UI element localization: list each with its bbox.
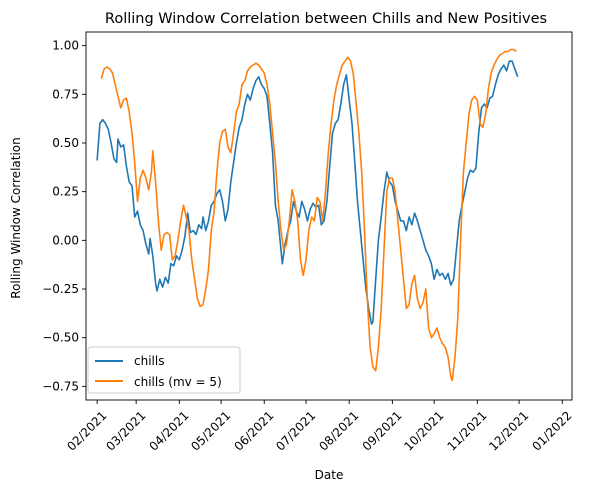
- legend-label-chills-mv5: chills (mv = 5): [134, 375, 222, 389]
- y-tick-label: 1.00: [52, 39, 79, 53]
- x-tick-label: 11/2021: [444, 408, 489, 453]
- x-tick-label: 03/2021: [103, 408, 148, 453]
- x-tick-label: 09/2021: [360, 408, 405, 453]
- y-axis-label: Rolling Window Correlation: [9, 137, 23, 298]
- y-tick-label: 0.25: [52, 185, 79, 199]
- x-tick-label: 07/2021: [273, 408, 318, 453]
- y-tick-label: −0.75: [42, 379, 79, 393]
- legend: chills chills (mv = 5): [87, 346, 241, 394]
- series-line-chills: [96, 60, 519, 325]
- series-line-chills-mv5: [100, 48, 517, 382]
- y-tick-label: −0.50: [42, 331, 79, 345]
- y-axis: −0.75 −0.50 −0.25 0.00 0.25 0.50 0.75 1.00: [42, 39, 86, 393]
- x-tick-label: 02/2021: [64, 408, 109, 453]
- x-tick-label: 05/2021: [188, 408, 233, 453]
- y-tick-label: 0.50: [52, 136, 79, 150]
- chart-title: Rolling Window Correlation between Chill…: [105, 11, 547, 27]
- x-tick-label: 06/2021: [231, 408, 276, 453]
- y-tick-label: 0.00: [52, 233, 79, 247]
- x-tick-label: 08/2021: [316, 408, 361, 453]
- legend-label-chills: chills: [134, 354, 164, 368]
- x-tick-label: 12/2021: [486, 408, 531, 453]
- y-tick-label: −0.25: [42, 282, 79, 296]
- x-tick-label: 01/2022: [529, 408, 574, 453]
- legend-box: [87, 346, 241, 394]
- plot-area: [85, 31, 573, 401]
- y-tick-label: 0.75: [52, 87, 79, 101]
- x-tick-label: 10/2021: [401, 408, 446, 453]
- plot-frame: [85, 31, 573, 401]
- x-axis: 02/202103/202104/202105/202106/202107/20…: [64, 400, 575, 454]
- x-axis-label: Date: [315, 468, 344, 482]
- x-tick-label: 04/2021: [146, 408, 191, 453]
